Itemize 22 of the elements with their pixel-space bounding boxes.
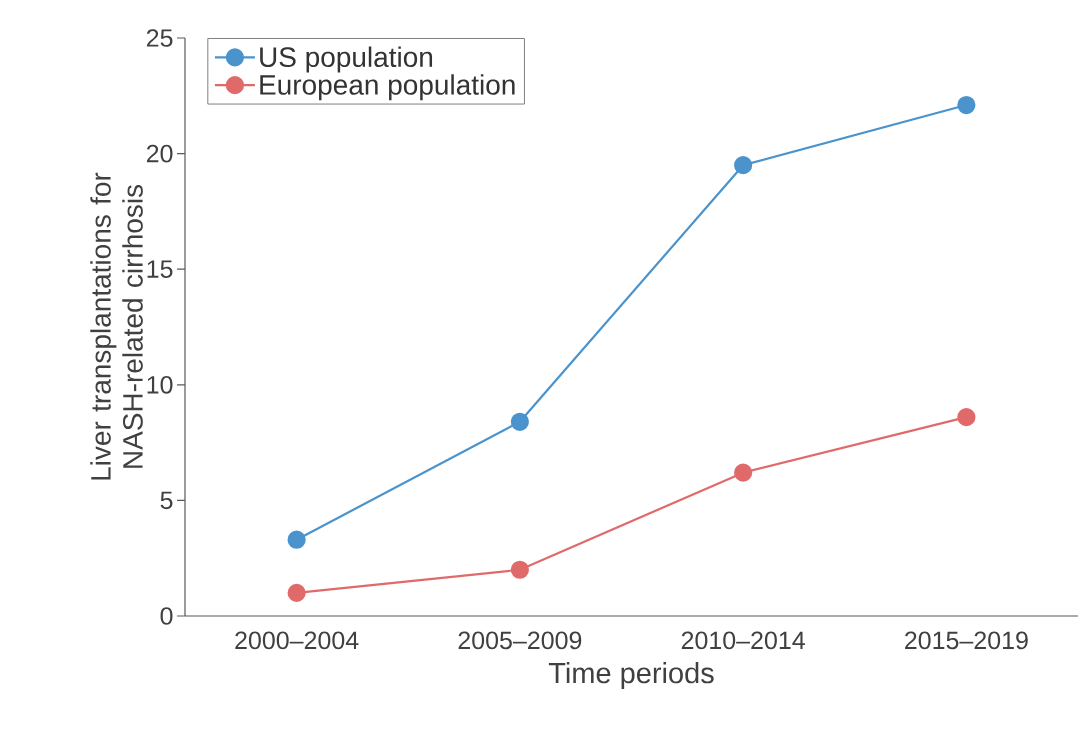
- legend-label: European population: [260, 74, 515, 101]
- y-tick-label: 20: [146, 144, 173, 163]
- legend-label: US population: [260, 46, 433, 73]
- point: [510, 412, 529, 431]
- x-tick-label: 2005–2009: [458, 631, 582, 650]
- y-tick-label: 5: [160, 491, 173, 510]
- point: [734, 463, 753, 482]
- x-axis-title: Time periods: [548, 662, 714, 690]
- y-tick-label: 25: [146, 29, 173, 47]
- x-tick-label: 2010–2014: [681, 631, 805, 650]
- point: [957, 408, 976, 427]
- y-tick-label: 0: [160, 607, 173, 625]
- y-axis-title: Liver transplantations for NASH-related cirrhosis: [90, 172, 143, 480]
- point: [510, 560, 529, 579]
- point: [287, 583, 306, 602]
- x-tick-label: 2015–2019: [905, 631, 1028, 650]
- point: [957, 95, 976, 115]
- y-tick-label: 15: [147, 260, 173, 278]
- point: [734, 156, 753, 175]
- point: [287, 530, 306, 549]
- x-tick-label: 2000–2004: [235, 631, 359, 650]
- y-tick-label: 10: [147, 375, 173, 394]
